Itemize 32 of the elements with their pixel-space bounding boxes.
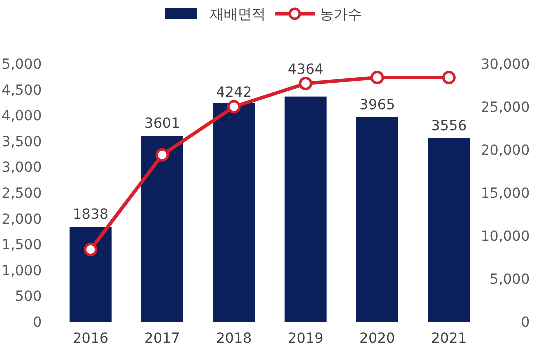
ytick: 4,000 xyxy=(2,108,42,125)
data-label: 3556 xyxy=(431,118,467,134)
xtick: 2019 xyxy=(288,331,324,347)
y2tick: 5,000 xyxy=(490,272,530,288)
y2tick: 25,000 xyxy=(481,100,530,116)
y2tick: 30,000 xyxy=(481,57,530,73)
ytick: 0 xyxy=(33,315,42,331)
data-label: 3601 xyxy=(144,116,180,132)
ytick: 3,000 xyxy=(2,160,42,176)
xtick: 2018 xyxy=(216,331,252,347)
y2tick: 20,000 xyxy=(481,143,530,159)
y2tick: 15,000 xyxy=(481,186,530,202)
ytick: 2,000 xyxy=(2,212,42,228)
data-label: 1838 xyxy=(73,207,109,224)
ytick: 3,500 xyxy=(2,134,42,150)
legend-label: 재배면적 xyxy=(210,7,266,23)
data-label: 3965 xyxy=(360,97,396,114)
xtick: 2020 xyxy=(360,331,396,347)
xtick: 2016 xyxy=(73,331,109,347)
ytick: 500 xyxy=(15,289,42,306)
ytick: 1,500 xyxy=(2,238,42,254)
ytick: 4,500 xyxy=(2,82,42,99)
ytick: 1,000 xyxy=(2,263,42,280)
data-label: 4364 xyxy=(288,62,324,78)
xtick: 2021 xyxy=(431,331,467,347)
ytick: 5,000 xyxy=(2,57,42,73)
ytick: 2,500 xyxy=(2,186,42,202)
xtick: 2017 xyxy=(144,331,180,347)
data-label: 4242 xyxy=(216,85,252,101)
y2tick: 0 xyxy=(521,315,530,331)
y2tick: 10,000 xyxy=(481,229,530,245)
legend-label: 농가수 xyxy=(320,7,362,23)
